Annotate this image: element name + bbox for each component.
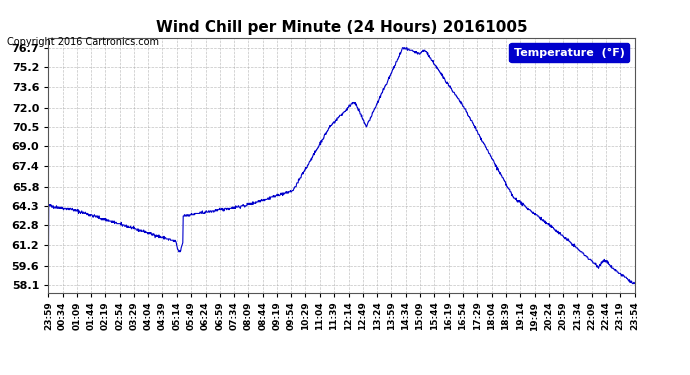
Legend: Temperature  (°F): Temperature (°F) (509, 43, 629, 62)
Title: Wind Chill per Minute (24 Hours) 20161005: Wind Chill per Minute (24 Hours) 2016100… (156, 20, 527, 35)
Text: Copyright 2016 Cartronics.com: Copyright 2016 Cartronics.com (7, 37, 159, 47)
